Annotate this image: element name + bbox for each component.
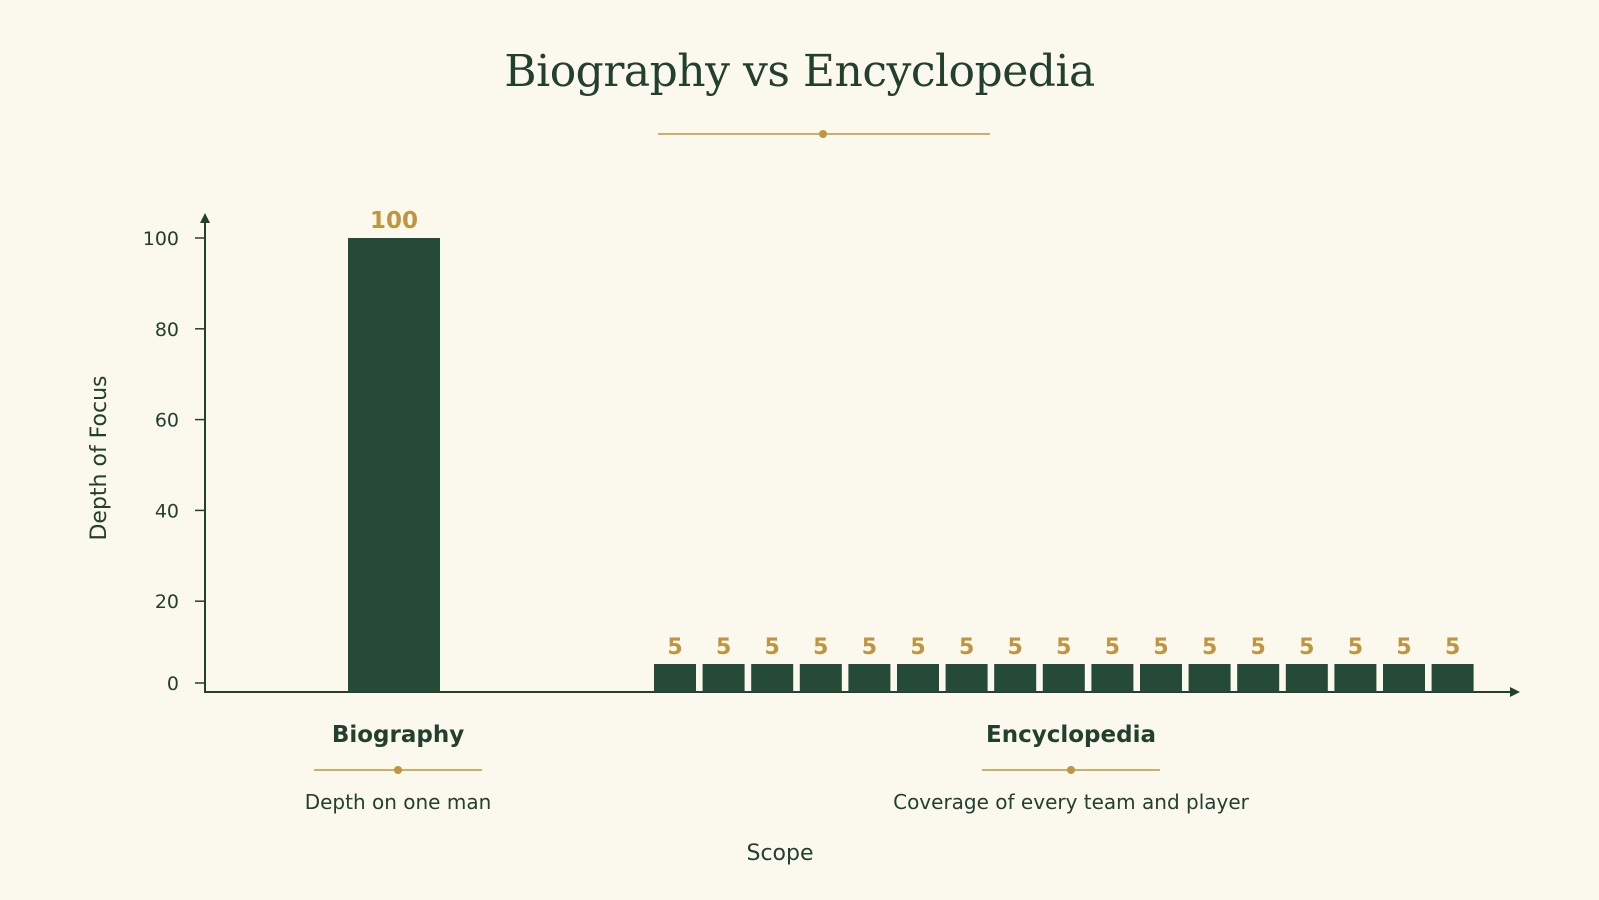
bar-encyclopedia	[1042, 664, 1085, 692]
value-label-encyclopedia: 5	[765, 635, 780, 660]
bar-encyclopedia	[799, 664, 842, 692]
value-label-encyclopedia: 5	[1153, 635, 1168, 660]
category-description-encyclopedia: Coverage of every team and player	[893, 790, 1250, 814]
value-label-encyclopedia: 5	[1105, 635, 1120, 660]
bar-encyclopedia	[897, 664, 939, 692]
value-label-encyclopedia: 5	[667, 635, 682, 660]
bar-encyclopedia	[702, 664, 745, 692]
bar-encyclopedia	[1188, 664, 1231, 692]
y-tick-label: 100	[143, 228, 179, 250]
bar-encyclopedia	[1285, 664, 1328, 692]
bar-encyclopedia	[751, 664, 794, 692]
value-label-encyclopedia: 5	[910, 635, 925, 660]
category-divider-dot	[394, 766, 402, 774]
y-axis-arrow	[200, 213, 210, 223]
value-label-encyclopedia: 5	[1299, 635, 1314, 660]
bar-encyclopedia	[1091, 664, 1134, 692]
bar-encyclopedia	[1140, 664, 1182, 692]
title-ornament	[658, 130, 990, 138]
bar-encyclopedia	[1431, 664, 1474, 692]
title-divider-dot	[819, 130, 827, 138]
value-label-biography: 100	[370, 208, 418, 234]
value-label-encyclopedia: 5	[862, 635, 877, 660]
value-label-encyclopedia: 5	[1056, 635, 1071, 660]
x-axis-arrow	[1510, 687, 1520, 697]
category-labels: Biography Depth on one man Encyclopedia Cov…	[305, 722, 1250, 814]
chart-axes: Depth of Focus Scope	[87, 213, 1520, 866]
value-label-encyclopedia: 5	[1396, 635, 1411, 660]
value-label-encyclopedia: 5	[1008, 635, 1023, 660]
bar-encyclopedia	[848, 664, 891, 692]
y-axis-ticks: 0 20 40 60 80 100	[143, 228, 205, 695]
value-label-encyclopedia: 5	[1348, 635, 1363, 660]
bar-encyclopedia	[994, 664, 1037, 692]
chart-title: Biography vs Encyclopedia	[504, 46, 1095, 97]
bar-encyclopedia	[1237, 664, 1280, 692]
y-axis-title: Depth of Focus	[87, 375, 112, 540]
bar-encyclopedia	[945, 664, 988, 692]
category-label-encyclopedia: Encyclopedia	[986, 722, 1156, 748]
category-divider-dot	[1067, 766, 1075, 774]
y-tick-label: 80	[155, 319, 179, 341]
value-label-encyclopedia: 5	[1251, 635, 1266, 660]
bars-layer: 100 5 5 5 5 5 5 5 5 5 5 5 5 5 5 5 5 5	[348, 208, 1474, 692]
y-tick-label: 20	[155, 591, 179, 613]
y-tick-label: 60	[155, 410, 179, 432]
x-axis-title: Scope	[746, 841, 813, 866]
category-description-biography: Depth on one man	[305, 790, 492, 814]
bar-encyclopedia	[654, 664, 696, 692]
value-label-encyclopedia: 5	[1202, 635, 1217, 660]
value-label-encyclopedia: 5	[716, 635, 731, 660]
y-tick-label: 40	[155, 500, 179, 522]
bar-encyclopedia	[1334, 664, 1377, 692]
bar-biography	[348, 238, 440, 692]
category-label-biography: Biography	[332, 722, 464, 748]
bar-encyclopedia	[1383, 664, 1425, 692]
value-label-encyclopedia: 5	[1445, 635, 1460, 660]
value-label-encyclopedia: 5	[959, 635, 974, 660]
y-tick-label: 0	[167, 673, 179, 695]
value-label-encyclopedia: 5	[813, 635, 828, 660]
